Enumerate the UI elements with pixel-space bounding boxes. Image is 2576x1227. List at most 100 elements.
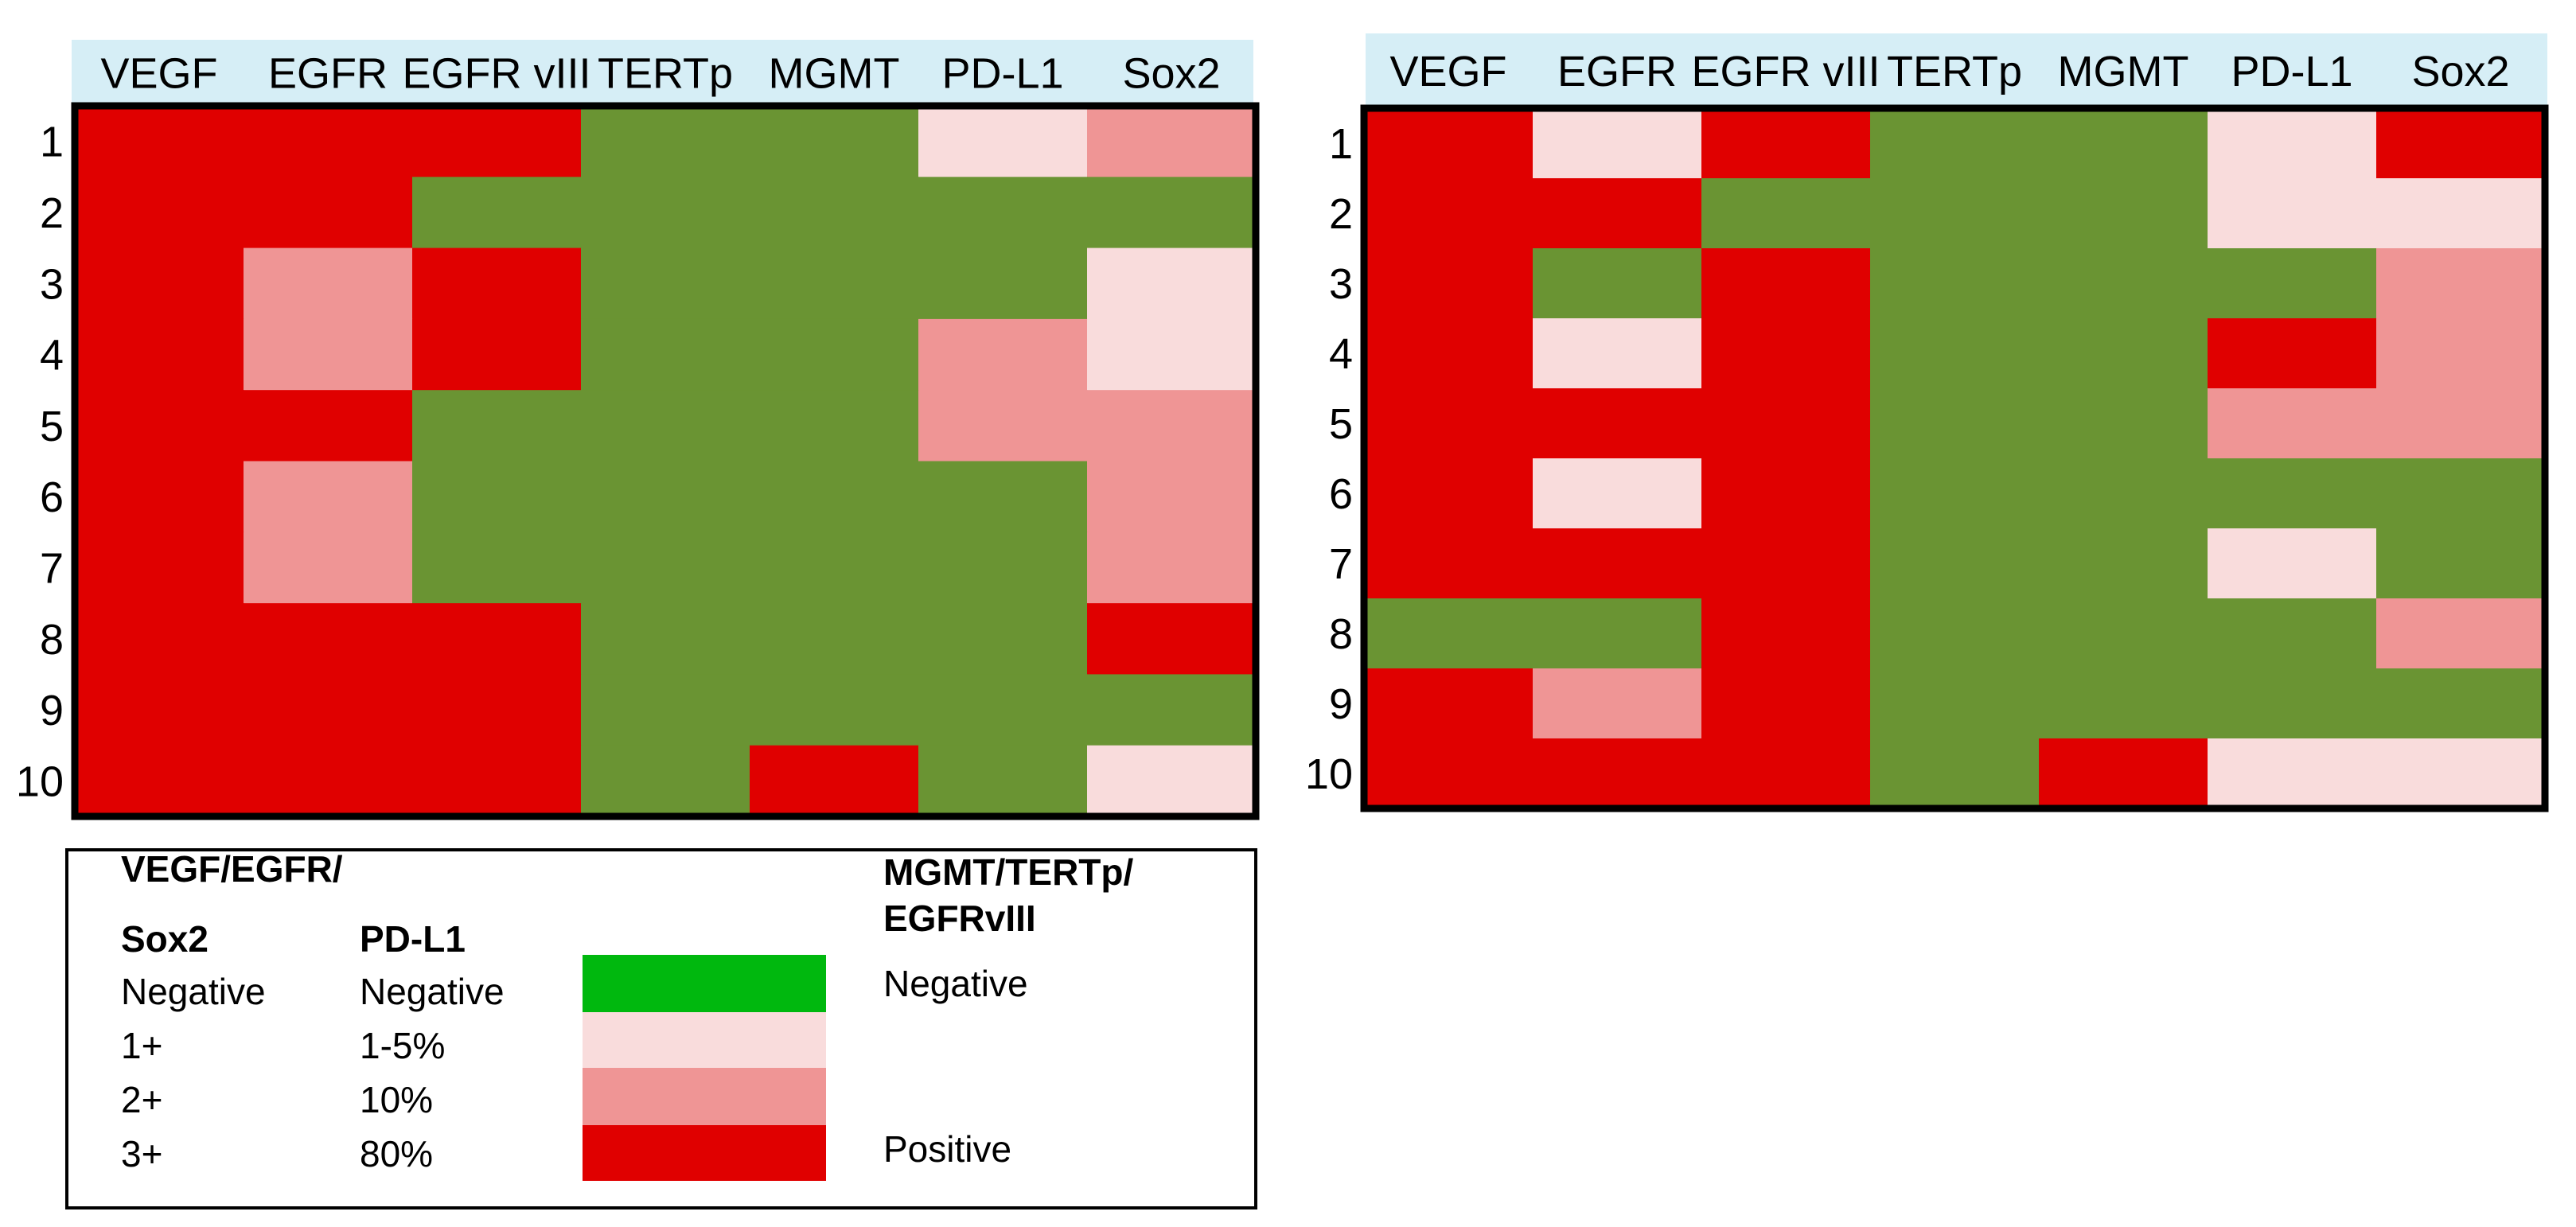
heatmap-cell bbox=[2208, 178, 2377, 249]
heatmap-cell bbox=[1364, 178, 1534, 249]
heatmap-cell bbox=[75, 106, 244, 177]
heatmap-cell bbox=[2376, 738, 2546, 809]
heatmap-cell bbox=[2376, 108, 2546, 179]
heatmap-cell bbox=[581, 745, 750, 817]
heatmap-cell bbox=[2376, 528, 2546, 599]
legend-group2-level-0: Negative bbox=[360, 971, 505, 1012]
heatmap-cell bbox=[750, 318, 919, 391]
heatmap-cell bbox=[2376, 248, 2546, 319]
heatmap-cell bbox=[918, 745, 1088, 817]
legend-group1-level-1: 1+ bbox=[121, 1025, 162, 1066]
heatmap-cell bbox=[1533, 178, 1702, 249]
column-label: PD-L1 bbox=[2231, 48, 2352, 95]
heatmap-cell bbox=[2208, 528, 2377, 599]
row-label: 1 bbox=[1329, 120, 1353, 168]
heatmap-cell bbox=[581, 106, 750, 177]
heatmap-cell bbox=[1870, 248, 2040, 319]
column-label: EGFR bbox=[1557, 48, 1677, 95]
heatmap-cell bbox=[750, 177, 919, 249]
heatmap-cell bbox=[2039, 738, 2208, 809]
heatmap-cell bbox=[244, 247, 413, 320]
legend-header-group2: PD-L1 bbox=[360, 918, 466, 960]
heatmap-cell bbox=[918, 318, 1088, 391]
heatmap-cell bbox=[581, 461, 750, 533]
heatmap-cell bbox=[2039, 108, 2208, 179]
heatmap-cell bbox=[918, 603, 1088, 675]
heatmap-cell bbox=[918, 532, 1088, 604]
heatmap-cell bbox=[412, 247, 582, 320]
heatmap-cell bbox=[1364, 528, 1534, 599]
heatmap-cell bbox=[1087, 745, 1257, 817]
heatmap-cell bbox=[1087, 177, 1257, 249]
column-label: EGFR vIII bbox=[402, 49, 590, 97]
heatmap-cell bbox=[2208, 738, 2377, 809]
heatmap-cell bbox=[918, 247, 1088, 320]
heatmap-cell bbox=[75, 532, 244, 604]
row-label: 7 bbox=[1329, 540, 1353, 588]
heatmap-cell bbox=[1533, 318, 1702, 389]
heatmap-cell bbox=[244, 106, 413, 177]
heatmap-cell bbox=[75, 461, 244, 533]
heatmap-cell bbox=[1701, 178, 1871, 249]
heatmap-cell bbox=[1364, 598, 1534, 669]
heatmap-cell bbox=[2376, 668, 2546, 739]
heatmap-cell bbox=[750, 745, 919, 817]
heatmap-cell bbox=[412, 106, 582, 177]
heatmap-cell bbox=[918, 177, 1088, 249]
heatmap-cell bbox=[2208, 318, 2377, 389]
heatmap-cell bbox=[75, 318, 244, 391]
row-label: 10 bbox=[1305, 750, 1353, 798]
row-label: 1 bbox=[40, 119, 64, 166]
heatmap-cell bbox=[244, 177, 413, 249]
heatmap-cell bbox=[581, 674, 750, 746]
row-label: 8 bbox=[40, 616, 64, 664]
heatmap-cell bbox=[412, 177, 582, 249]
heatmap-cell bbox=[918, 461, 1088, 533]
heatmap-cell bbox=[1701, 598, 1871, 669]
legend-group2-level-1: 1-5% bbox=[360, 1025, 445, 1066]
heatmap-cell bbox=[75, 247, 244, 320]
column-label: VEGF bbox=[100, 49, 217, 97]
row-label: 2 bbox=[40, 189, 64, 237]
legend-header-group1-line1: VEGF/EGFR/ bbox=[121, 848, 343, 890]
legend-header-group3-line1: MGMT/TERTp/ bbox=[883, 851, 1133, 893]
heatmap-cell bbox=[75, 674, 244, 746]
heatmap-cell bbox=[1870, 668, 2040, 739]
heatmap-cell bbox=[75, 745, 244, 817]
heatmap-border bbox=[71, 102, 1260, 820]
row-label: 4 bbox=[40, 332, 64, 380]
heatmap-cell bbox=[2039, 528, 2208, 599]
heatmap-cell bbox=[1701, 528, 1871, 599]
legend-header-group3-line2: EGFRvIII bbox=[883, 898, 1036, 939]
heatmap-cell bbox=[2376, 178, 2546, 249]
row-label: 8 bbox=[1329, 610, 1353, 658]
heatmap-cell bbox=[244, 390, 413, 462]
column-header-band bbox=[1366, 33, 2547, 107]
heatmap-cell bbox=[1087, 603, 1257, 675]
legend-group1-level-3: 3+ bbox=[121, 1133, 162, 1174]
column-label: Sox2 bbox=[1122, 49, 1220, 97]
heatmap-cell bbox=[750, 674, 919, 746]
column-label: Sox2 bbox=[2411, 48, 2509, 95]
heatmap-cell bbox=[1364, 738, 1534, 809]
heatmap-cell bbox=[581, 177, 750, 249]
heatmap-cell bbox=[750, 106, 919, 177]
heatmap-cell bbox=[1364, 668, 1534, 739]
heatmap-cell bbox=[244, 603, 413, 675]
heatmap-cell bbox=[1533, 598, 1702, 669]
heatmap-cell bbox=[1701, 388, 1871, 459]
heatmap-cell bbox=[2208, 668, 2377, 739]
heatmap-cell bbox=[2039, 668, 2208, 739]
heatmap-cell bbox=[750, 247, 919, 320]
heatmap-cell bbox=[1087, 674, 1257, 746]
heatmap-cell bbox=[1870, 458, 2040, 529]
legend-group1-level-0: Negative bbox=[121, 971, 266, 1012]
row-label: 5 bbox=[1329, 400, 1353, 448]
heatmap-cell bbox=[1701, 318, 1871, 389]
heatmap-cell bbox=[2376, 318, 2546, 389]
heatmap-cell bbox=[1701, 668, 1871, 739]
column-label: PD-L1 bbox=[941, 49, 1063, 97]
heatmap-cell bbox=[1364, 318, 1534, 389]
heatmap-cell bbox=[2039, 318, 2208, 389]
